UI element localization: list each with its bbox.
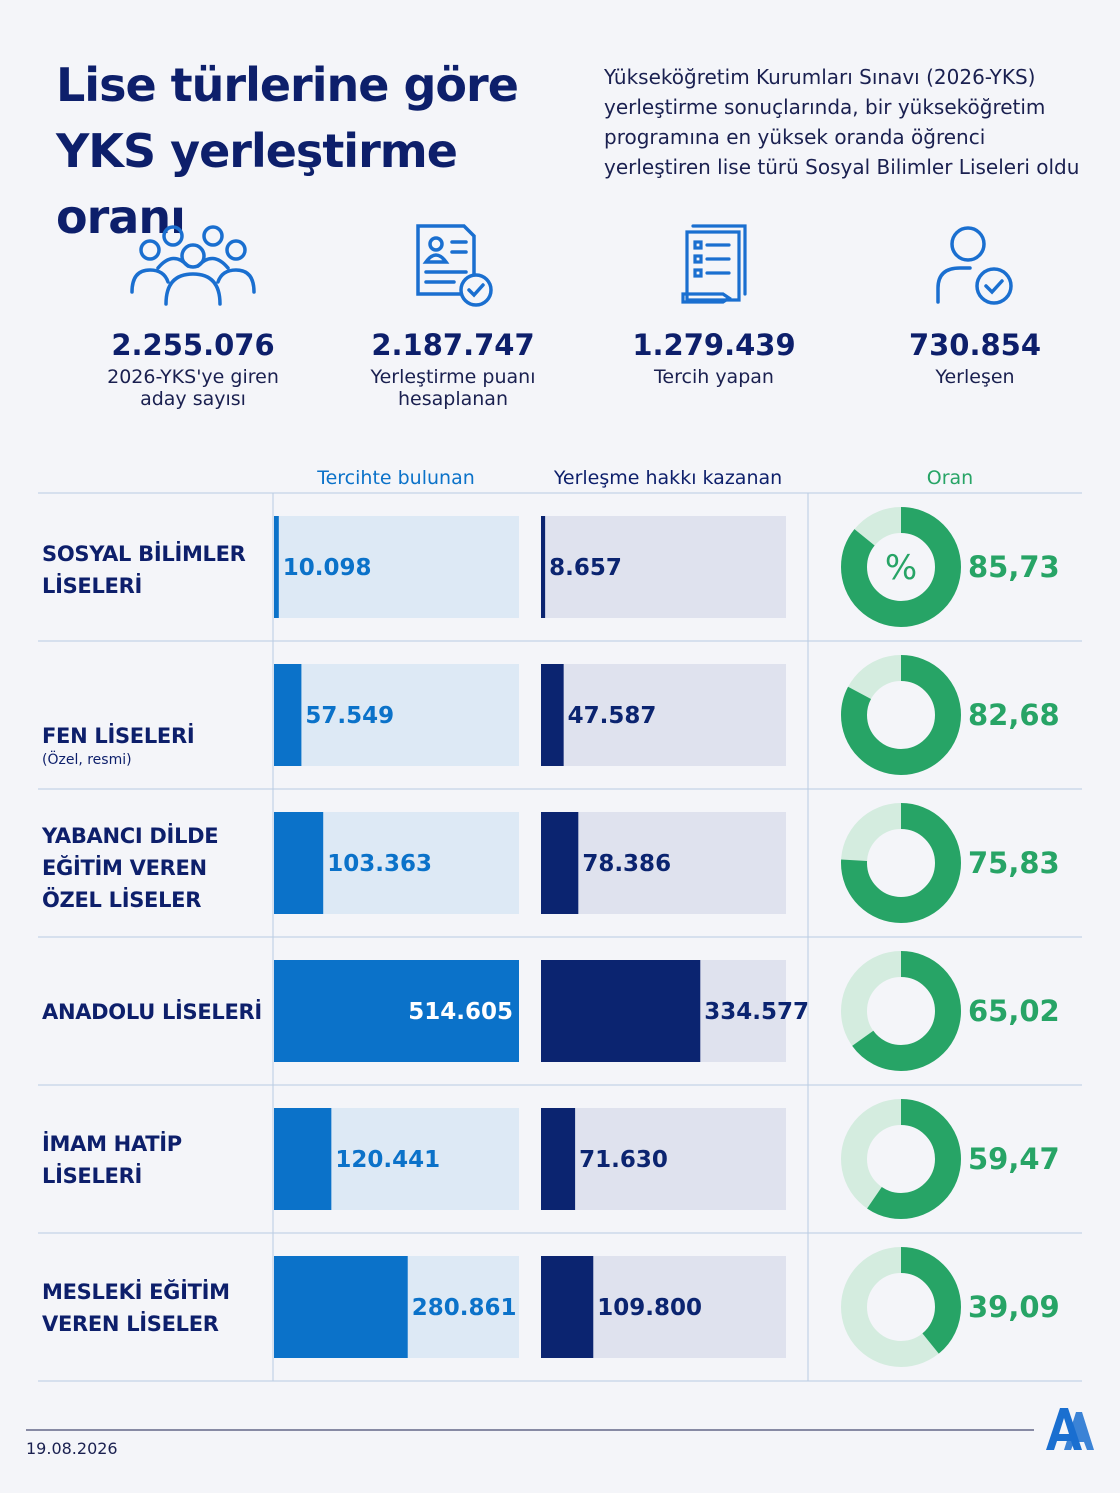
data-label: 514.605 <box>408 999 513 1025</box>
data-label: 47.587 <box>568 703 657 729</box>
stat-placed: 730.854 Yerleşen <box>855 222 1095 388</box>
data-label: 71.630 <box>579 1147 668 1173</box>
document-check-icon <box>416 224 493 307</box>
donut-slice <box>841 803 961 923</box>
stat-candidates: 2.255.076 2026-YKS'ye giren aday sayısı <box>73 222 313 410</box>
row-label: ANADOLU LİSELERİ <box>42 1000 262 1024</box>
data-label: 109.800 <box>597 1295 702 1321</box>
donut-slice <box>841 655 961 775</box>
bar-track <box>541 516 786 618</box>
checklist-icon <box>681 224 747 304</box>
intro-text: Yükseköğretim Kurumları Sınavı (2026-YKS… <box>604 65 1080 179</box>
ratio-label: 59,47 <box>968 1142 1060 1176</box>
donut-slice <box>841 1099 961 1219</box>
date-label: 19.08.2026 <box>26 1439 118 1458</box>
bar-preferred <box>274 1256 408 1358</box>
ratio-label: 82,68 <box>968 698 1060 732</box>
page-title: Lise türlerine göre YKS yerleştirme oran… <box>56 58 519 244</box>
data-label: 57.549 <box>305 703 394 729</box>
ratio-label: 75,83 <box>968 846 1060 880</box>
percent-icon: % <box>885 548 917 588</box>
bar-track <box>541 812 786 914</box>
bar-placed <box>541 516 546 618</box>
column-header-ratio: Oran <box>926 467 974 489</box>
row-label-text: FEN LİSELERİ <box>42 724 195 748</box>
stat-value: 1.279.439 <box>632 328 796 362</box>
bar-placed <box>541 1256 594 1358</box>
data-label: 280.861 <box>412 1295 517 1321</box>
stat-label: Yerleştirme puanı hesaplanan <box>370 366 536 410</box>
donut-slice <box>841 951 961 1071</box>
row-label: MESLEKİ EĞİTİM VEREN LİSELER <box>42 1280 230 1336</box>
bar-preferred <box>274 1108 332 1210</box>
donut-slice <box>841 507 961 627</box>
data-label: 120.441 <box>335 1147 440 1173</box>
stat-value: 2.255.076 <box>111 328 275 362</box>
bar-preferred <box>274 664 302 766</box>
row-label: FEN LİSELERİ (Özel, resmi) <box>42 688 272 800</box>
data-label: 10.098 <box>283 555 372 581</box>
bar-track <box>541 664 786 766</box>
bar-placed <box>541 1108 576 1210</box>
data-label: 78.386 <box>582 851 671 877</box>
stat-value: 2.187.747 <box>371 328 535 362</box>
ratio-label: 85,73 <box>968 550 1060 584</box>
data-label: 103.363 <box>327 851 432 877</box>
group-people-icon <box>130 225 256 306</box>
bar-track <box>541 1108 786 1210</box>
stat-calculated: 2.187.747 Yerleştirme puanı hesaplanan <box>333 222 573 410</box>
ratio-label: 65,02 <box>968 994 1060 1028</box>
row-label-note: (Özel, resmi) <box>42 752 132 768</box>
data-label: 8.657 <box>549 555 622 581</box>
bar-placed <box>541 664 564 766</box>
stat-label: 2026-YKS'ye giren aday sayısı <box>107 366 279 410</box>
bar-preferred <box>274 960 519 1062</box>
stat-label: Tercih yapan <box>654 366 774 388</box>
user-check-icon <box>936 226 1013 305</box>
stat-value: 730.854 <box>908 328 1042 362</box>
bar-track <box>274 516 519 618</box>
row-label: YABANCI DİLDE EĞİTİM VEREN ÖZEL LİSELER <box>42 824 219 912</box>
column-header-placed: Yerleşme hakkı kazanan <box>553 467 783 489</box>
donut-slice <box>841 1247 961 1367</box>
bar-placed <box>541 812 579 914</box>
data-label: 334.577 <box>704 999 809 1025</box>
bar-track <box>274 664 519 766</box>
bar-preferred <box>274 812 324 914</box>
ratio-label: 39,09 <box>968 1290 1060 1324</box>
bar-placed <box>541 960 701 1062</box>
row-label: İMAM HATİP LİSELERİ <box>42 1132 182 1188</box>
column-header-preferred: Tercihte bulunan <box>317 467 475 489</box>
stat-label: Yerleşen <box>935 366 1015 388</box>
aa-logo <box>1046 1408 1094 1450</box>
bar-preferred <box>274 516 279 618</box>
row-label: SOSYAL BİLİMLER LİSELERİ <box>42 542 246 598</box>
stat-preferred: 1.279.439 Tercih yapan <box>594 222 834 388</box>
